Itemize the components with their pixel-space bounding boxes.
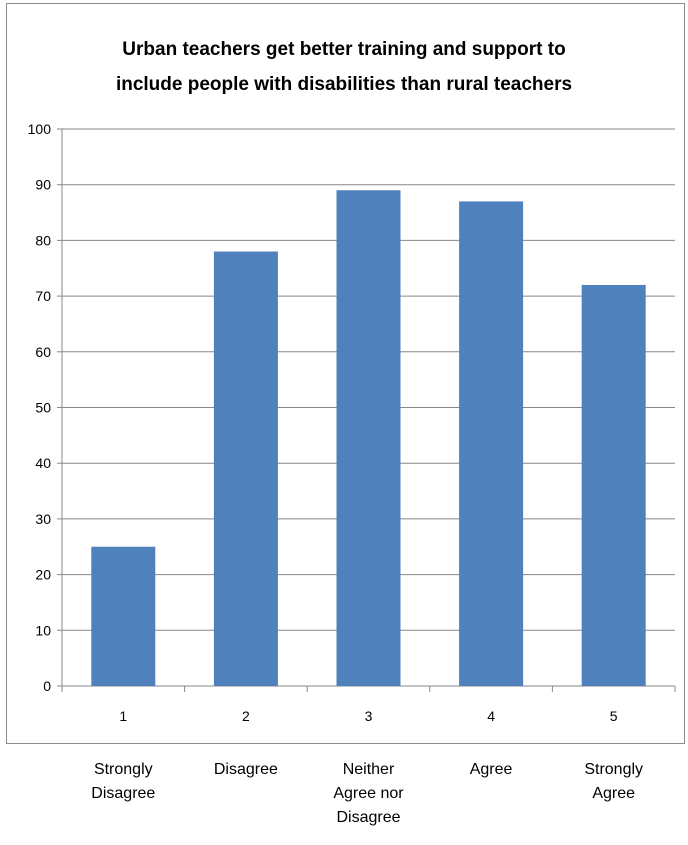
y-tick-label: 90 (35, 177, 51, 193)
y-tick-label: 50 (35, 400, 51, 416)
scale-label-line: Strongly (93, 761, 153, 778)
scale-label-line: Disagree (91, 785, 156, 802)
y-tick-label: 0 (43, 678, 51, 694)
scale-label: Strongly Agree (554, 758, 674, 806)
y-tick-label: 100 (28, 121, 52, 137)
bar-2 (213, 251, 278, 687)
y-tick-label: 80 (35, 232, 51, 248)
bar-chart: Urban teachers get better training and s… (28, 39, 676, 724)
scale-label: Disagree (186, 758, 306, 782)
bar-3 (336, 190, 401, 686)
scale-label-line: Disagree (336, 809, 401, 826)
y-tick-label: 40 (35, 455, 51, 471)
scale-label-line: Agree (592, 785, 636, 802)
y-tick-label: 10 (35, 622, 51, 638)
scale-label-line: Disagree (213, 761, 278, 778)
y-tick-label: 70 (35, 288, 51, 304)
scale-label: Strongly Disagree (63, 758, 183, 806)
scale-label-line: Agree nor (333, 785, 404, 802)
x-tick-label: 4 (487, 708, 495, 724)
x-tick-label: 1 (119, 708, 127, 724)
y-tick-label: 20 (35, 567, 51, 583)
bar-4 (459, 201, 524, 686)
y-tick-label: 30 (35, 511, 51, 527)
y-tick-label: 60 (35, 344, 51, 360)
x-tick-label: 5 (610, 708, 618, 724)
chart-title-line: include people with disabilities than ru… (116, 74, 572, 95)
scale-label: Agree (431, 758, 551, 782)
scale-label-line: Agree (469, 761, 513, 778)
bar-1 (91, 546, 156, 686)
likert-scale-labels: Strongly Disagree Disagree Neither Agree nor… (0, 758, 688, 843)
x-tick-label: 2 (242, 708, 250, 724)
scale-label: Neither Agree nor Disagree (309, 758, 429, 830)
chart-title-line: Urban teachers get better training and s… (122, 39, 565, 60)
scale-label-line: Strongly (584, 761, 644, 778)
scale-label-line: Neither (342, 761, 395, 778)
bar-5 (581, 284, 646, 686)
x-tick-label: 3 (365, 708, 373, 724)
